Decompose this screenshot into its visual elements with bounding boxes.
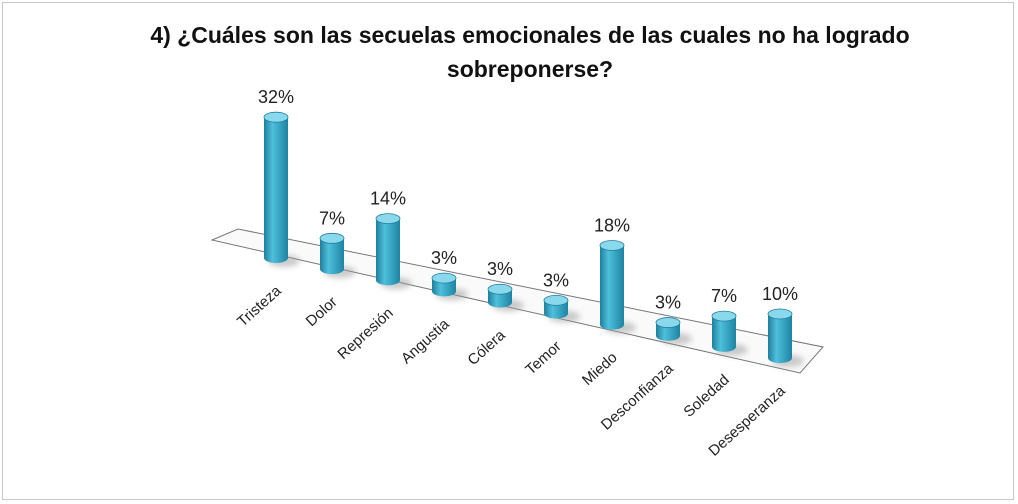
bar-top	[767, 308, 793, 320]
bar	[376, 218, 400, 286]
x-tick-label: Dolor	[303, 293, 341, 330]
bar	[712, 316, 736, 352]
x-tick-label: Temor	[522, 338, 564, 379]
bar	[264, 117, 288, 263]
data-label: 7%	[711, 286, 737, 306]
x-tick-label: Cólera	[464, 326, 509, 369]
bar-top	[487, 283, 513, 295]
data-label: 14%	[370, 189, 406, 209]
x-tick-label: Represión	[334, 305, 396, 363]
data-label: 7%	[319, 208, 345, 228]
x-tick-label: Miedo	[579, 349, 621, 389]
data-label: 3%	[431, 248, 457, 268]
data-label: 18%	[594, 215, 630, 235]
bar-top	[543, 294, 569, 306]
bar	[320, 238, 344, 275]
bar	[768, 314, 792, 363]
bar-top	[655, 317, 681, 328]
bar-top	[319, 232, 345, 244]
bar-top	[599, 240, 625, 251]
data-label: 10%	[762, 284, 798, 304]
x-tick-label: Soledad	[680, 371, 732, 420]
x-tick-label: Tristeza	[234, 282, 285, 330]
bar	[600, 245, 624, 330]
bar-top	[431, 272, 457, 284]
data-label: 32%	[258, 87, 294, 107]
bar-top	[375, 213, 401, 225]
bar-top	[711, 310, 737, 322]
bar-top	[263, 111, 289, 123]
data-label: 3%	[543, 270, 569, 290]
data-label: 3%	[487, 259, 513, 279]
x-tick-label: Angustia	[398, 315, 453, 367]
chart-title: 4) ¿Cuáles son las secuelas emocionales …	[150, 22, 910, 82]
data-label: 3%	[655, 293, 681, 313]
